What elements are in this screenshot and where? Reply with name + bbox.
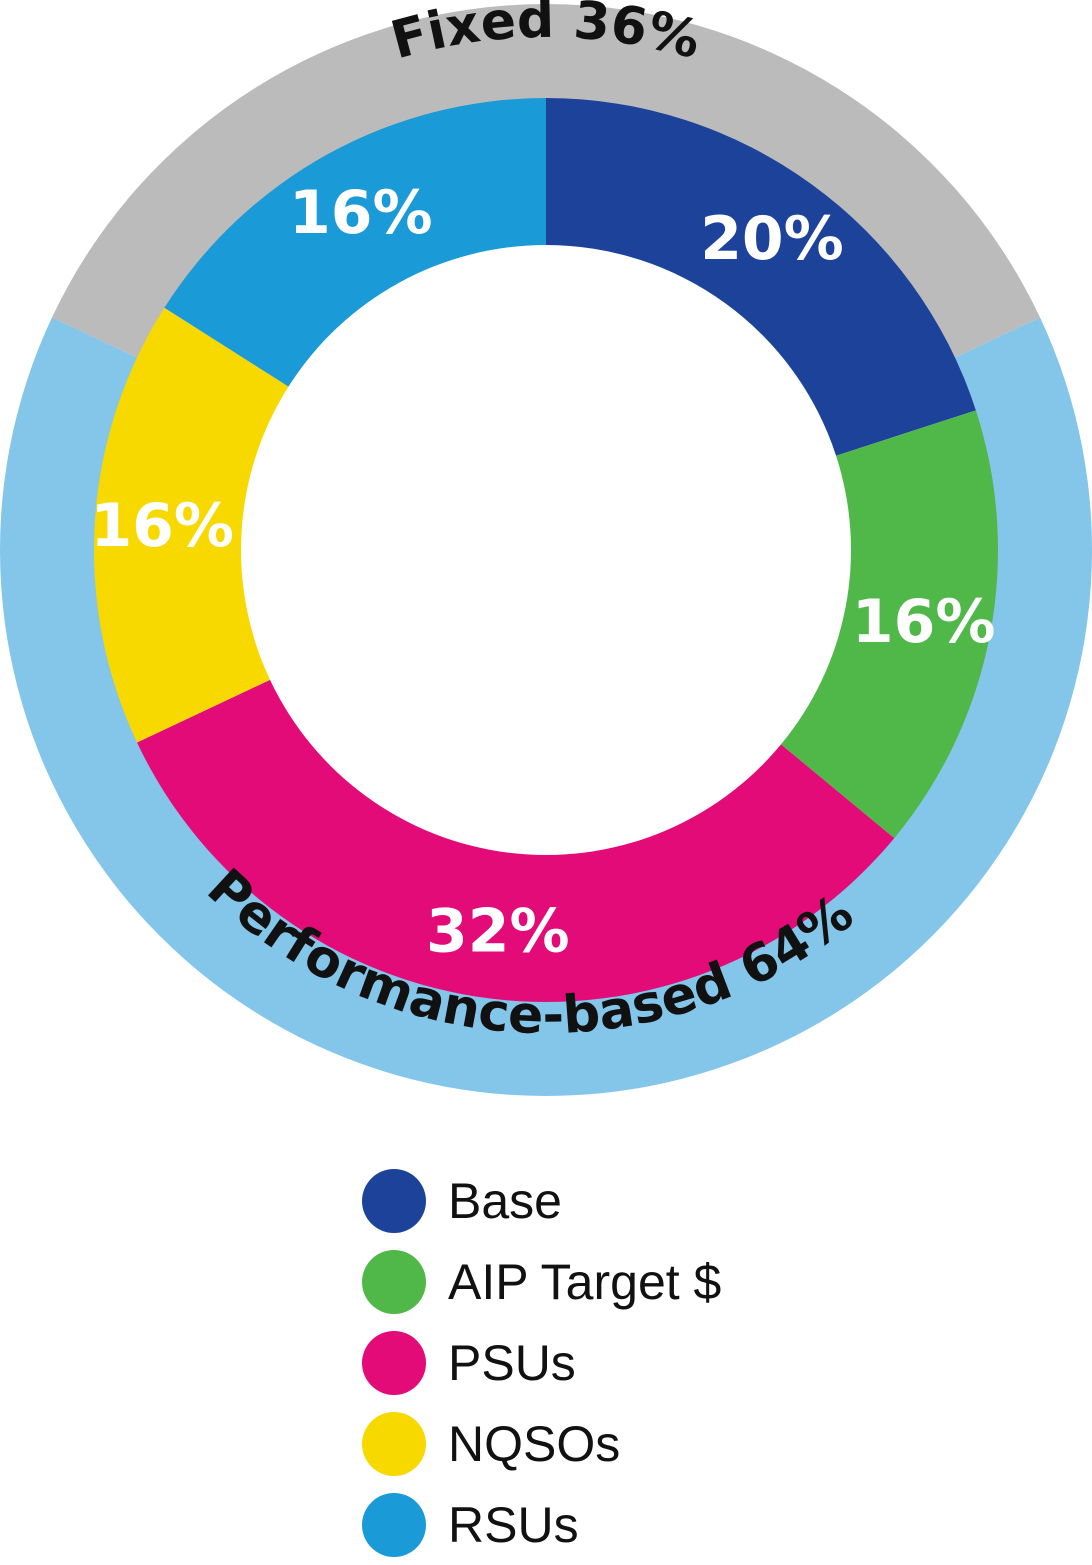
legend-swatch-nqsos (362, 1411, 426, 1476)
legend-label-base: Base (448, 1172, 562, 1229)
legend-item-rsus: RSUs (362, 1484, 962, 1565)
legend-label-rsus: RSUs (448, 1496, 579, 1553)
slice-label-rsus: 16% (289, 178, 433, 248)
inner-ring (94, 98, 998, 1002)
donut-chart: 20%16%32%16%16% Fixed 36% Performance-ba… (0, 0, 1092, 1097)
legend-item-nqsos: NQSOs (362, 1403, 962, 1484)
inner-slice-aip-target (781, 410, 998, 839)
legend-label-nqsos: NQSOs (448, 1415, 621, 1472)
inner-slice-nqsos (94, 307, 289, 743)
outer-slice-fixed-36 (51, 4, 1041, 359)
inner-labels: 20% 16% 32% 16% 16% (90, 178, 995, 966)
slice-label-psus: 32% (426, 896, 570, 966)
legend-item-base: Base (362, 1160, 962, 1241)
legend-swatch-base (362, 1168, 426, 1233)
legend-item-psus: PSUs (362, 1322, 962, 1403)
legend-item-aip-target: AIP Target $ (362, 1241, 962, 1322)
slice-label-base: 20% (700, 204, 844, 274)
legend: Base AIP Target $ PSUs NQSOs RSUs (362, 1160, 962, 1565)
inner-slice-rsus (164, 98, 547, 387)
inner-slice-psus (137, 679, 895, 1002)
slice-label-aip-target: 16% (852, 587, 996, 657)
legend-swatch-rsus (362, 1492, 426, 1557)
legend-label-psus: PSUs (448, 1334, 576, 1391)
outer-slice-performance-based-64 (0, 317, 1092, 1097)
slice-label-nqsos: 16% (90, 491, 234, 561)
outer-ring (0, 4, 1092, 1097)
inner-slice-base (546, 98, 976, 456)
legend-swatch-aip-target (362, 1249, 426, 1314)
legend-swatch-psus (362, 1330, 426, 1395)
legend-label-aip-target: AIP Target $ (448, 1253, 722, 1310)
